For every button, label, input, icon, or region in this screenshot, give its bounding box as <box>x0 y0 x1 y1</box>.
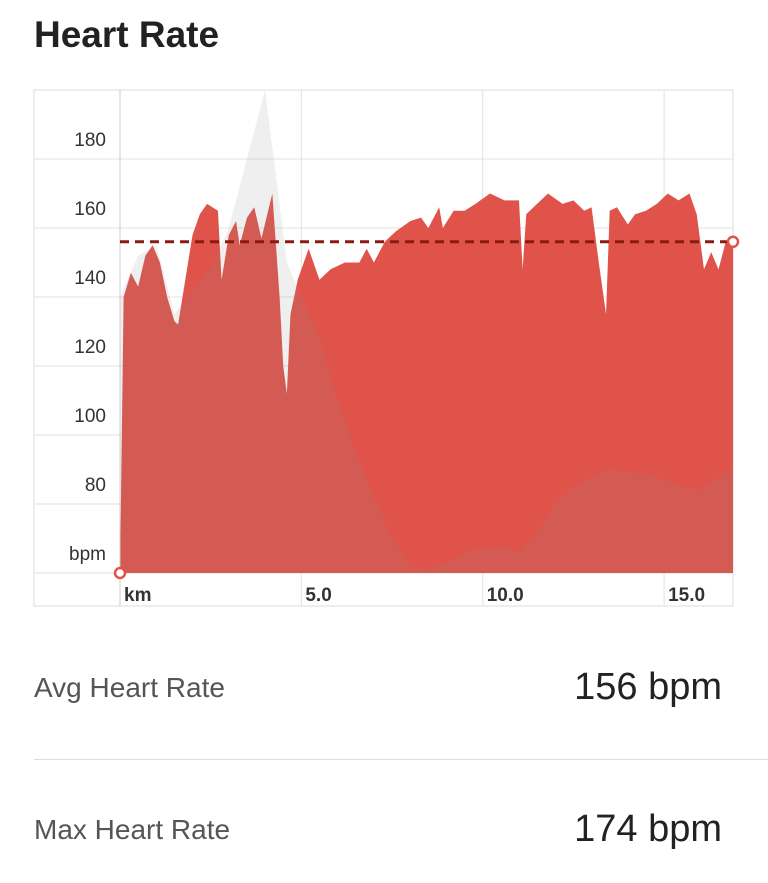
x-tick-label: 5.0 <box>305 585 331 606</box>
heart-rate-area <box>120 193 733 573</box>
stat-label: Avg Heart Rate <box>34 672 225 703</box>
x-tick-label: km <box>124 585 151 606</box>
y-tick-label: 100 <box>74 406 106 427</box>
y-tick-label: 80 <box>85 475 106 496</box>
page-title: Heart Rate <box>34 14 220 55</box>
chart: bpm 80 100 120 140 160 180 km 5.0 10.0 15.0 <box>33 89 740 607</box>
y-tick-label: 120 <box>74 337 106 358</box>
y-tick-label: 180 <box>74 130 106 151</box>
y-tick-label: bpm <box>69 544 106 565</box>
stat-value: 174 bpm <box>574 808 722 850</box>
x-tick-label: 10.0 <box>487 585 524 606</box>
stat-label: Max Heart Rate <box>34 814 231 845</box>
elevation-area <box>120 90 733 573</box>
stat-value: 156 bpm <box>574 666 722 708</box>
end-marker <box>726 235 740 249</box>
x-tick-label: 15.0 <box>668 585 705 606</box>
y-tick-label: 160 <box>74 199 106 220</box>
divider <box>34 759 768 760</box>
start-marker <box>113 566 127 580</box>
y-tick-label: 140 <box>74 268 106 289</box>
